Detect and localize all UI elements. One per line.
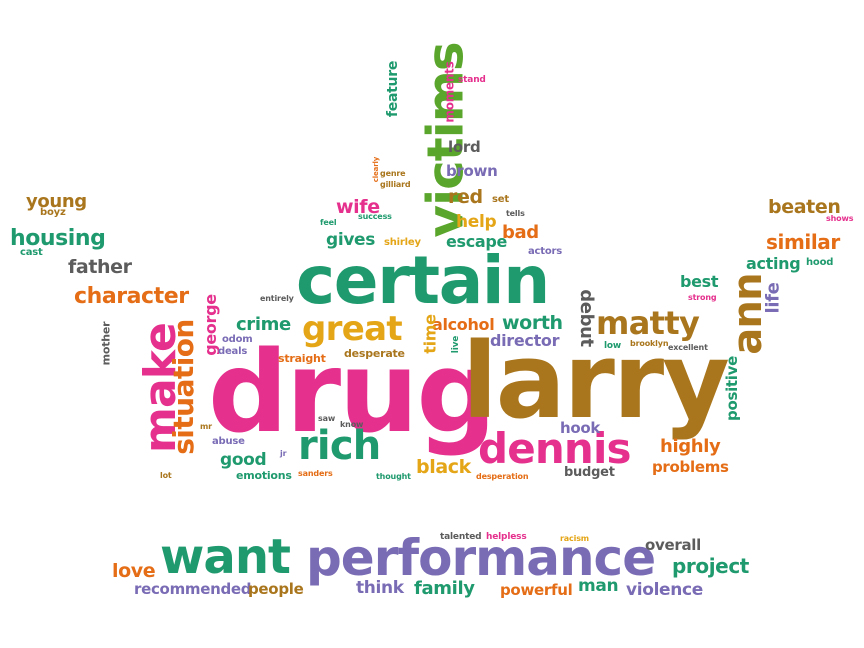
word-brown: brown <box>446 162 498 180</box>
word-helpless: helpless <box>486 532 527 542</box>
word-life: life <box>762 282 784 314</box>
word-thought: thought <box>376 472 411 481</box>
word-escape: escape <box>446 232 508 251</box>
word-performance: performance <box>306 529 656 587</box>
word-time: time <box>420 314 440 354</box>
word-hook: hook <box>560 419 601 437</box>
word-people: people <box>248 580 304 598</box>
word-mr: mr <box>200 422 212 431</box>
word-emotions: emotions <box>236 469 292 482</box>
word-low: low <box>604 341 622 351</box>
word-set: set <box>492 194 509 205</box>
word-drug: drug <box>208 328 497 458</box>
word-matty: matty <box>596 304 700 342</box>
word-situation: situation <box>166 319 200 455</box>
word-lord: lord <box>448 138 481 156</box>
word-love: love <box>112 560 156 582</box>
word-strong: strong <box>688 293 717 302</box>
word-highly: highly <box>660 436 721 457</box>
word-recommended: recommended <box>134 580 252 598</box>
word-positive: positive <box>722 356 741 421</box>
word-live: live <box>451 335 462 354</box>
word-mother: mother <box>99 321 113 366</box>
word-sanders: sanders <box>298 469 333 478</box>
word-alcohol: alcohol <box>432 315 495 334</box>
word-jr: jr <box>280 449 287 458</box>
word-overall: overall <box>645 536 701 554</box>
word-abuse: abuse <box>212 436 245 447</box>
word-acting: acting <box>746 254 801 273</box>
word-larry: larry <box>462 320 730 442</box>
word-want: want <box>160 529 291 585</box>
word-young: young <box>26 191 87 212</box>
word-father: father <box>68 256 132 278</box>
word-best: best <box>680 272 719 291</box>
word-similar: similar <box>766 230 840 254</box>
word-dennis: dennis <box>478 424 632 473</box>
word-certain: certain <box>296 242 550 319</box>
word-family: family <box>414 578 475 599</box>
word-feature: feature <box>385 60 402 118</box>
word-entirely: entirely <box>260 294 294 303</box>
word-moments: moments <box>442 61 457 123</box>
word-help: help <box>456 212 497 232</box>
word-george: george <box>200 294 220 356</box>
word-good: good <box>220 450 267 470</box>
word-talented: talented <box>440 532 482 542</box>
word-feel: feel <box>320 218 337 227</box>
word-crime: crime <box>236 314 291 335</box>
word-desperation: desperation <box>476 472 529 481</box>
word-saw: saw <box>318 414 336 423</box>
word-shows: shows <box>826 214 854 223</box>
word-housing: housing <box>10 226 106 251</box>
word-worth: worth <box>502 312 563 334</box>
word-director: director <box>490 331 560 350</box>
word-lot: lot <box>160 471 172 480</box>
word-man: man <box>578 576 619 596</box>
word-hood: hood <box>806 257 834 268</box>
word-black: black <box>416 456 471 478</box>
word-gilliard: gilliard <box>380 180 411 189</box>
word-straight: straight <box>278 352 326 365</box>
word-project: project <box>672 554 749 578</box>
word-think: think <box>356 578 404 598</box>
word-tells: tells <box>506 209 525 218</box>
word-actors: actors <box>528 246 563 257</box>
word-genre: genre <box>380 169 406 178</box>
word-brooklyn: brooklyn <box>630 339 669 348</box>
word-character: character <box>74 284 189 309</box>
word-bad: bad <box>502 222 539 243</box>
word-budget: budget <box>564 465 615 480</box>
word-deals: deals <box>218 346 248 357</box>
word-odom: odom <box>222 334 253 345</box>
word-debut: debut <box>575 289 597 347</box>
word-violence: violence <box>626 580 703 600</box>
word-problems: problems <box>652 458 729 476</box>
word-success: success <box>358 212 392 221</box>
word-beaten: beaten <box>768 196 841 218</box>
word-racism: racism <box>560 534 589 543</box>
word-boyz: boyz <box>40 207 66 218</box>
word-know: know <box>340 420 364 429</box>
word-excellent: excellent <box>668 343 708 352</box>
word-great: great <box>302 309 403 349</box>
word-powerful: powerful <box>500 581 573 599</box>
word-rich: rich <box>298 423 381 469</box>
word-stand: stand <box>458 75 486 85</box>
word-desperate: desperate <box>344 347 405 360</box>
word-gives: gives <box>326 230 376 250</box>
word-shirley: shirley <box>384 237 421 248</box>
word-red: red <box>448 186 483 208</box>
word-cast: cast <box>20 247 43 258</box>
word-wife: wife <box>336 196 380 218</box>
